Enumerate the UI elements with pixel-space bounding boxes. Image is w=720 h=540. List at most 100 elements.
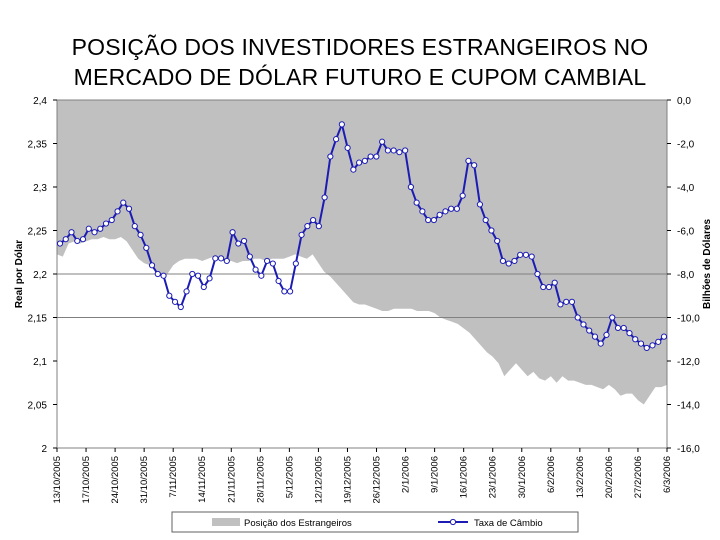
taxa-point — [379, 138, 386, 145]
x-tick-label: 19/12/2005 — [342, 456, 353, 504]
taxa-point — [148, 262, 156, 269]
taxa-point — [614, 324, 622, 332]
taxa-point — [407, 183, 414, 191]
taxa-point — [258, 272, 265, 279]
x-tick-label: 6/2/2006 — [546, 456, 557, 493]
taxa-point — [545, 283, 553, 291]
x-tick-label: 24/10/2005 — [110, 456, 121, 504]
taxa-point — [79, 236, 87, 243]
taxa-point — [402, 147, 409, 154]
taxa-point — [131, 223, 138, 230]
taxa-point — [235, 240, 242, 247]
taxa-point — [655, 338, 662, 345]
taxa-point — [125, 205, 133, 212]
taxa-point — [574, 314, 581, 321]
taxa-point — [68, 229, 75, 236]
taxa-point — [442, 208, 449, 215]
chart-title-line-1: POSIÇÃO DOS INVESTIDORES ESTRANGEIROS NO — [71, 34, 649, 60]
right-tick-label: -8,0 — [677, 270, 695, 281]
legend-label-line: Taxa de Câmbio — [474, 518, 543, 529]
taxa-point — [632, 336, 639, 343]
legend-box — [171, 511, 579, 533]
taxa-point — [471, 162, 478, 169]
legend-label-area: Posição dos Estrangeiros — [244, 518, 352, 529]
taxa-point — [425, 216, 432, 224]
y-axis-right-label: Bilhões de Dólares — [702, 219, 713, 309]
chart-title-line-2: MERCADO DE DÓLAR FUTURO E CUPOM CAMBIAL — [73, 64, 647, 90]
y-axis-left-label: Real por Dólar — [14, 240, 25, 308]
taxa-point — [494, 237, 501, 245]
right-tick-label: -14,0 — [677, 401, 700, 412]
taxa-point — [620, 324, 627, 332]
taxa-point — [246, 253, 253, 260]
taxa-point — [586, 327, 593, 334]
taxa-point — [344, 144, 351, 151]
taxa-point — [488, 227, 495, 234]
x-tick-label: 30/1/2006 — [517, 456, 528, 498]
taxa-point — [298, 231, 305, 238]
taxa-point — [660, 333, 668, 340]
chart-title: POSIÇÃO DOS INVESTIDORES ESTRANGEIROS NO… — [0, 32, 720, 92]
taxa-point — [166, 292, 173, 299]
x-tick-label: 17/10/2005 — [81, 456, 92, 504]
taxa-point — [338, 121, 345, 128]
left-tick-label: 2,4 — [33, 96, 47, 107]
taxa-point — [74, 237, 81, 245]
taxa-point — [97, 225, 104, 232]
taxa-point — [114, 208, 121, 215]
taxa-point — [56, 240, 64, 247]
left-tick-label: 2,35 — [28, 140, 48, 151]
right-tick-label: -16,0 — [677, 444, 700, 455]
x-tick-label: 12/12/2005 — [313, 456, 324, 504]
taxa-point — [177, 303, 184, 311]
taxa-point — [384, 147, 391, 154]
x-tick-label: 5/12/2005 — [284, 456, 295, 498]
taxa-point — [557, 301, 564, 308]
taxa-point — [85, 225, 92, 232]
taxa-point — [580, 321, 587, 328]
legend-swatch-area — [212, 518, 240, 526]
taxa-point — [534, 270, 541, 278]
taxa-point — [310, 216, 317, 224]
taxa-point — [292, 260, 299, 267]
x-tick-label: 14/11/2005 — [197, 456, 208, 503]
taxa-point — [603, 331, 610, 338]
taxa-point — [499, 257, 507, 265]
left-tick-label: 2,3 — [33, 183, 47, 194]
taxa-point — [649, 342, 656, 349]
taxa-point — [436, 211, 443, 218]
x-tick-label: 23/1/2006 — [488, 456, 499, 498]
taxa-point — [286, 288, 294, 295]
taxa-point — [91, 229, 98, 236]
taxa-point — [154, 270, 161, 278]
taxa-point — [137, 231, 144, 238]
taxa-point — [591, 333, 599, 340]
legend-swatch-marker — [449, 518, 457, 526]
taxa-point — [171, 298, 179, 305]
taxa-point — [459, 192, 466, 199]
taxa-point — [482, 216, 489, 224]
right-tick-label: 0,0 — [677, 96, 691, 107]
taxa-point — [563, 298, 570, 305]
taxa-point — [120, 199, 127, 206]
taxa-point — [626, 330, 633, 337]
right-tick-label: -12,0 — [677, 357, 700, 368]
x-tick-label: 6/3/2006 — [662, 456, 673, 493]
x-tick-label: 21/11/2005 — [226, 456, 237, 503]
x-tick-label: 13/10/2005 — [52, 456, 63, 504]
taxa-point — [223, 257, 230, 265]
taxa-point — [212, 255, 219, 262]
taxa-point — [419, 208, 426, 215]
right-tick-label: -2,0 — [677, 140, 695, 151]
left-tick-label: 2,2 — [33, 270, 47, 281]
left-tick-label: 2,05 — [28, 401, 48, 412]
taxa-point — [511, 257, 518, 265]
taxa-point — [528, 253, 535, 260]
taxa-point — [108, 216, 115, 224]
left-tick-label: 2,15 — [28, 314, 48, 325]
taxa-point — [269, 260, 276, 267]
taxa-point — [281, 288, 288, 295]
x-tick-label: 13/2/2006 — [575, 456, 586, 498]
taxa-point — [143, 244, 150, 251]
